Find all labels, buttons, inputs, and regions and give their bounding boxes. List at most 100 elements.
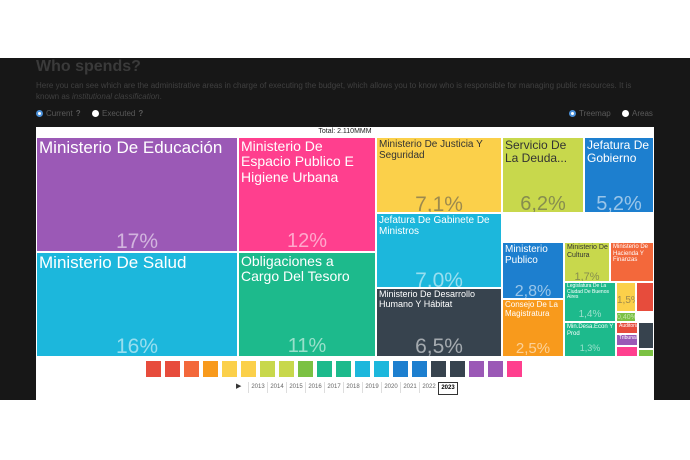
treemap-cell[interactable]: Auditoria... bbox=[616, 322, 638, 334]
option-current[interactable]: Current? bbox=[36, 109, 81, 118]
color-swatch[interactable] bbox=[412, 361, 427, 377]
color-swatch[interactable] bbox=[393, 361, 408, 377]
treemap-cell-label: Ministerio Publico bbox=[505, 244, 548, 266]
treemap-cell[interactable]: 0,40% bbox=[616, 312, 636, 322]
treemap-cell[interactable] bbox=[636, 282, 654, 312]
treemap-cell-label: Ministerio De Desarrollo Humano Y Hábita… bbox=[379, 289, 476, 309]
treemap-cell[interactable]: Legislatura De La Ciudad De Buenos Aires… bbox=[564, 282, 616, 322]
option-executed[interactable]: Executed? bbox=[92, 109, 143, 118]
total-label: Total: 2.110MMM bbox=[318, 128, 372, 135]
treemap-cell[interactable]: Servicio De La Deuda... 6,2% bbox=[502, 137, 584, 213]
radio-current[interactable] bbox=[36, 110, 43, 117]
color-swatch[interactable] bbox=[450, 361, 465, 377]
section-title: Who spends? bbox=[36, 58, 141, 75]
treemap-cell-value: 7,0% bbox=[415, 269, 463, 288]
radio-treemap[interactable] bbox=[569, 110, 576, 117]
treemap-cell[interactable]: Ministerio De Cultura 1,7% bbox=[564, 242, 610, 282]
color-swatch[interactable] bbox=[279, 361, 294, 377]
play-icon[interactable]: ▶ bbox=[236, 383, 242, 390]
treemap-cell[interactable] bbox=[638, 322, 654, 349]
radio-executed[interactable] bbox=[92, 110, 99, 117]
treemap-cell-label: Tribunal... bbox=[619, 335, 637, 341]
color-swatch[interactable] bbox=[241, 361, 256, 377]
treemap-cell-label: Jefatura De Gobierno bbox=[587, 138, 650, 166]
year-2019[interactable]: 2019 bbox=[362, 382, 381, 393]
treemap-cell[interactable] bbox=[616, 346, 638, 357]
color-swatch[interactable] bbox=[165, 361, 180, 377]
color-swatch[interactable] bbox=[488, 361, 503, 377]
treemap-cell-value: 12% bbox=[286, 230, 328, 252]
treemap-cell-value: 2,5% bbox=[515, 340, 551, 357]
help-icon[interactable]: ? bbox=[138, 109, 144, 118]
color-swatch[interactable] bbox=[507, 361, 522, 377]
treemap-cell[interactable] bbox=[638, 349, 654, 357]
treemap-cell[interactable]: Ministerio Publico 2,8% bbox=[502, 242, 564, 299]
treemap-cell-label: Ministerio De Justicia Y Seguridad bbox=[379, 139, 483, 161]
year-2017[interactable]: 2017 bbox=[324, 382, 343, 393]
treemap-cell-value: 6,2% bbox=[520, 193, 566, 213]
treemap-cell[interactable]: Jefatura De Gabinete De Ministros 7,0% bbox=[376, 213, 502, 288]
treemap-cell[interactable]: Ministerio De Salud 16% bbox=[36, 252, 238, 357]
option-treemap[interactable]: Treemap bbox=[569, 109, 611, 118]
treemap-cell-value: 1,4% bbox=[578, 309, 602, 320]
color-swatch[interactable] bbox=[431, 361, 446, 377]
treemap-cell-label: Jefatura De Gabinete De Ministros bbox=[379, 215, 490, 237]
chart-panel: Total: 2.110MMM Ministerio De Educación 1… bbox=[36, 127, 654, 400]
treemap-cell[interactable]: Min.Desa.Econ Y Prod 1,3% bbox=[564, 322, 616, 357]
treemap-cell-label: Servicio De La Deuda... bbox=[505, 138, 568, 166]
color-swatch[interactable] bbox=[374, 361, 389, 377]
help-icon[interactable]: ? bbox=[75, 109, 81, 118]
option-areas[interactable]: Areas bbox=[622, 109, 653, 118]
color-swatch[interactable] bbox=[317, 361, 332, 377]
treemap-cell[interactable]: Consejo De La Magistratura 2,5% bbox=[502, 299, 564, 357]
treemap-cell[interactable]: Tribunal... bbox=[616, 334, 638, 346]
color-swatch[interactable] bbox=[336, 361, 351, 377]
treemap-cell-value: 1,7% bbox=[574, 271, 600, 282]
treemap-cell[interactable]: Ministerio De Hacienda Y Finanzas bbox=[610, 242, 654, 282]
treemap-cell-value: 0,40% bbox=[617, 314, 636, 321]
color-swatch[interactable] bbox=[222, 361, 237, 377]
treemap-cell[interactable]: 1,5% bbox=[616, 282, 636, 312]
treemap-cell-value: 6,5% bbox=[415, 335, 463, 357]
year-2016[interactable]: 2016 bbox=[305, 382, 324, 393]
treemap-cell-label: Ministerio De Cultura bbox=[567, 244, 608, 259]
year-2018[interactable]: 2018 bbox=[343, 382, 362, 393]
treemap-cell-value: 5,2% bbox=[596, 193, 642, 213]
year-2021[interactable]: 2021 bbox=[400, 382, 419, 393]
year-2013[interactable]: 2013 bbox=[248, 382, 267, 393]
treemap-cell[interactable]: Ministerio De Espacio Publico E Higiene … bbox=[238, 137, 376, 252]
treemap-cell-label: Legislatura De La Ciudad De Buenos Aires bbox=[567, 283, 609, 300]
treemap-cell[interactable]: Ministerio De Educación 17% bbox=[36, 137, 238, 252]
color-swatch[interactable] bbox=[146, 361, 161, 377]
color-swatch[interactable] bbox=[203, 361, 218, 377]
treemap-cell-label: Ministerio De Salud bbox=[39, 253, 187, 272]
treemap-cell-label: Consejo De La Magistratura bbox=[505, 300, 558, 318]
color-swatch[interactable] bbox=[184, 361, 199, 377]
treemap-cell[interactable]: Ministerio De Justicia Y Seguridad 7,1% bbox=[376, 137, 502, 213]
section-description: Here you can see which are the administr… bbox=[36, 81, 632, 101]
treemap-cell-value: 16% bbox=[115, 335, 159, 357]
radio-areas[interactable] bbox=[622, 110, 629, 117]
treemap-cell-label: Ministerio De Hacienda Y Finanzas bbox=[613, 244, 649, 264]
year-2023[interactable]: 2023 bbox=[438, 382, 458, 395]
treemap-cell-value: 1,5% bbox=[617, 295, 635, 306]
treemap-cell-label: Ministerio De Educación bbox=[39, 138, 223, 157]
year-2020[interactable]: 2020 bbox=[381, 382, 400, 393]
treemap: Ministerio De Educación 17% Ministerio De … bbox=[36, 137, 654, 357]
color-swatch[interactable] bbox=[355, 361, 370, 377]
treemap-cell[interactable]: Jefatura De Gobierno 5,2% bbox=[584, 137, 654, 213]
color-swatch[interactable] bbox=[469, 361, 484, 377]
treemap-cell-value: 17% bbox=[115, 230, 159, 252]
treemap-cell-value: 7,1% bbox=[415, 193, 463, 213]
treemap-cell-value: 2,8% bbox=[514, 283, 552, 299]
treemap-cell[interactable]: Ministerio De Desarrollo Humano Y Hábita… bbox=[376, 288, 502, 357]
color-swatch[interactable] bbox=[298, 361, 313, 377]
treemap-cell-label: Auditoria... bbox=[619, 323, 637, 329]
year-2014[interactable]: 2014 bbox=[267, 382, 286, 393]
treemap-cell-label: Ministerio De Espacio Publico E Higiene … bbox=[241, 138, 354, 185]
year-2015[interactable]: 2015 bbox=[286, 382, 305, 393]
year-2022[interactable]: 2022 bbox=[419, 382, 438, 393]
color-swatch[interactable] bbox=[260, 361, 275, 377]
treemap-cell[interactable]: Obligaciones a Cargo Del Tesoro 11% bbox=[238, 252, 376, 357]
treemap-cell-label: Min.Desa.Econ Y Prod bbox=[567, 324, 614, 337]
